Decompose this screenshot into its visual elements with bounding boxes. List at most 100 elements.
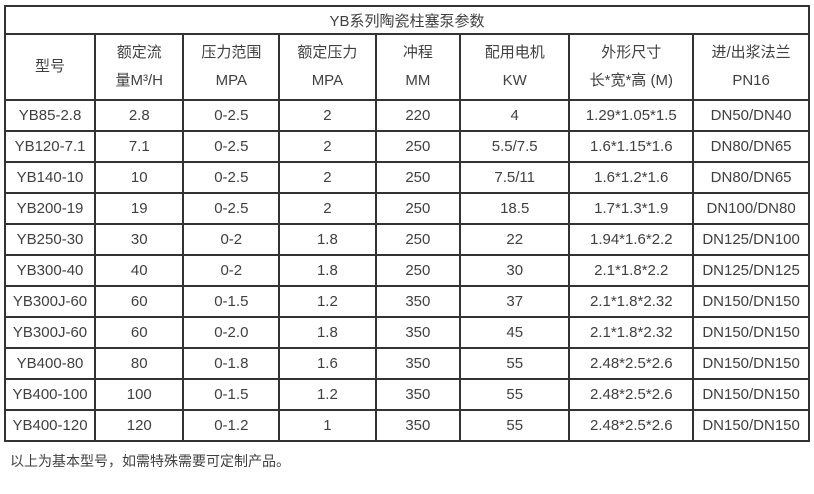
cell-motor-power: 22 bbox=[459, 223, 571, 256]
header-model: 型号 bbox=[3, 33, 97, 101]
cell-stroke: 250 bbox=[374, 254, 462, 287]
table-row: YB300J-60 60 0-1.5 1.2 350 37 2.1*1.8*2.32 DN15… bbox=[3, 285, 810, 318]
cell-rated-flow: 7.1 bbox=[94, 130, 185, 163]
cell-dimensions: 1.7*1.3*1.9 bbox=[568, 192, 695, 225]
header-rated-flow: 额定流量M³/H bbox=[94, 33, 185, 101]
cell-stroke: 350 bbox=[374, 409, 462, 442]
cell-motor-power: 55 bbox=[459, 347, 571, 380]
cell-pressure-range: 0-2.5 bbox=[182, 161, 281, 194]
pump-parameters-table: YB系列陶瓷柱塞泵参数 型号 额定流量M³/H 压力范围 MPA 额定压力 MPA 冲程 MM… bbox=[3, 5, 810, 442]
header-pressure-range-line: MPA bbox=[215, 71, 248, 89]
cell-rated-flow: 30 bbox=[94, 223, 185, 256]
cell-dimensions: 2.1*1.8*2.2 bbox=[568, 254, 695, 287]
cell-motor-power: 55 bbox=[459, 378, 571, 411]
header-rated-flow-line: 量M³/H bbox=[115, 71, 164, 89]
cell-rated-pressure: 1.2 bbox=[278, 285, 377, 318]
cell-dimensions: 2.1*1.8*2.32 bbox=[568, 316, 695, 349]
header-motor-power-line: 配用电机 bbox=[484, 44, 545, 62]
cell-rated-pressure: 1.8 bbox=[278, 223, 377, 256]
cell-rated-flow: 2.8 bbox=[94, 99, 185, 132]
table-row: YB400-100 100 0-1.5 1.2 350 55 2.48*2.5*2.6 DN1… bbox=[3, 378, 810, 411]
cell-motor-power: 45 bbox=[459, 316, 571, 349]
header-stroke-line: MM bbox=[405, 71, 431, 89]
cell-rated-pressure: 1.8 bbox=[278, 316, 377, 349]
table-row: YB120-7.1 7.1 0-2.5 2 250 5.5/7.5 1.6*1.15*1.6… bbox=[3, 130, 810, 163]
cell-dimensions: 2.48*2.5*2.6 bbox=[568, 378, 695, 411]
cell-rated-pressure: 1.2 bbox=[278, 378, 377, 411]
cell-rated-pressure: 2 bbox=[278, 192, 377, 225]
header-model-line: 型号 bbox=[35, 58, 66, 75]
header-dimensions: 外形尺寸长*宽*高 (M) bbox=[568, 33, 695, 101]
cell-stroke: 350 bbox=[374, 316, 462, 349]
header-rated-pressure-line: 额定压力 bbox=[297, 44, 358, 62]
cell-dimensions: 1.94*1.6*2.2 bbox=[568, 223, 695, 256]
cell-stroke: 350 bbox=[374, 378, 462, 411]
cell-flange: DN100/DN80 bbox=[692, 192, 810, 225]
header-rated-flow-line: 额定流 bbox=[116, 44, 162, 62]
table-title: YB系列陶瓷柱塞泵参数 bbox=[4, 5, 810, 35]
header-rated-pressure: 额定压力 MPA bbox=[278, 33, 377, 101]
header-flange-line: PN16 bbox=[732, 71, 770, 89]
footer-note: 以上为基本型号，如需特殊需要可定制产品。 bbox=[10, 453, 290, 469]
cell-stroke: 250 bbox=[374, 192, 462, 225]
cell-model: YB300J-60 bbox=[3, 285, 97, 318]
cell-rated-pressure: 2 bbox=[278, 99, 377, 132]
header-flange-line: 进/出浆法兰 bbox=[711, 44, 791, 62]
cell-flange: DN150/DN150 bbox=[692, 347, 810, 380]
cell-rated-flow: 100 bbox=[94, 378, 185, 411]
cell-rated-flow: 60 bbox=[94, 285, 185, 318]
cell-motor-power: 37 bbox=[459, 285, 571, 318]
header-dimensions-line: 长*宽*高 (M) bbox=[589, 71, 673, 89]
header-dimensions-line: 外形尺寸 bbox=[601, 44, 662, 62]
cell-flange: DN125/DN125 bbox=[692, 254, 810, 287]
cell-flange: DN80/DN65 bbox=[692, 130, 810, 163]
cell-flange: DN150/DN150 bbox=[692, 409, 810, 442]
cell-motor-power: 7.5/11 bbox=[459, 161, 571, 194]
cell-model: YB85-2.8 bbox=[3, 99, 97, 132]
header-motor-power-line: KW bbox=[502, 71, 527, 89]
cell-model: YB400-80 bbox=[3, 347, 97, 380]
cell-stroke: 350 bbox=[374, 347, 462, 380]
cell-dimensions: 1.6*1.15*1.6 bbox=[568, 130, 695, 163]
cell-stroke: 350 bbox=[374, 285, 462, 318]
cell-model: YB120-7.1 bbox=[3, 130, 97, 163]
cell-stroke: 250 bbox=[374, 130, 462, 163]
cell-pressure-range: 0-2.5 bbox=[182, 130, 281, 163]
cell-pressure-range: 0-2 bbox=[182, 254, 281, 287]
cell-pressure-range: 0-1.5 bbox=[182, 285, 281, 318]
page: YB系列陶瓷柱塞泵参数 型号 额定流量M³/H 压力范围 MPA 额定压力 MPA 冲程 MM… bbox=[3, 5, 810, 469]
table-row: YB250-30 30 0-2 1.8 250 22 1.94*1.6*2.2 DN125/D… bbox=[3, 223, 810, 256]
cell-pressure-range: 0-1.5 bbox=[182, 378, 281, 411]
cell-dimensions: 2.48*2.5*2.6 bbox=[568, 347, 695, 380]
cell-rated-pressure: 1.8 bbox=[278, 254, 377, 287]
header-rated-pressure-line: MPA bbox=[311, 71, 344, 89]
table-row: YB400-120 120 0-1.2 1 350 55 2.48*2.5*2.6 DN150… bbox=[3, 409, 810, 442]
cell-flange: DN150/DN150 bbox=[692, 316, 810, 349]
cell-dimensions: 1.6*1.2*1.6 bbox=[568, 161, 695, 194]
header-flange: 进/出浆法兰 PN16 bbox=[692, 33, 810, 101]
cell-flange: DN50/DN40 bbox=[692, 99, 810, 132]
cell-dimensions: 2.48*2.5*2.6 bbox=[568, 409, 695, 442]
cell-rated-flow: 120 bbox=[94, 409, 185, 442]
table-row: YB300-40 40 0-2 1.8 250 30 2.1*1.8*2.2 DN125/DN… bbox=[3, 254, 810, 287]
cell-pressure-range: 0-2.0 bbox=[182, 316, 281, 349]
cell-model: YB300-40 bbox=[3, 254, 97, 287]
header-motor-power: 配用电机 KW bbox=[459, 33, 571, 101]
cell-dimensions: 1.29*1.05*1.5 bbox=[568, 99, 695, 132]
header-pressure-range: 压力范围 MPA bbox=[182, 33, 281, 101]
title-row: YB系列陶瓷柱塞泵参数 bbox=[4, 5, 810, 35]
cell-rated-pressure: 1.6 bbox=[278, 347, 377, 380]
cell-pressure-range: 0-2.5 bbox=[182, 99, 281, 132]
header-stroke: 冲程 MM bbox=[374, 33, 462, 101]
cell-flange: DN125/DN100 bbox=[692, 223, 810, 256]
cell-flange: DN150/DN150 bbox=[692, 285, 810, 318]
header-pressure-range-line: 压力范围 bbox=[201, 44, 262, 62]
cell-rated-flow: 80 bbox=[94, 347, 185, 380]
cell-motor-power: 30 bbox=[459, 254, 571, 287]
cell-rated-flow: 19 bbox=[94, 192, 185, 225]
cell-rated-pressure: 1 bbox=[278, 409, 377, 442]
cell-rated-pressure: 2 bbox=[278, 130, 377, 163]
cell-stroke: 250 bbox=[374, 161, 462, 194]
cell-model: YB200-19 bbox=[3, 192, 97, 225]
cell-dimensions: 2.1*1.8*2.32 bbox=[568, 285, 695, 318]
